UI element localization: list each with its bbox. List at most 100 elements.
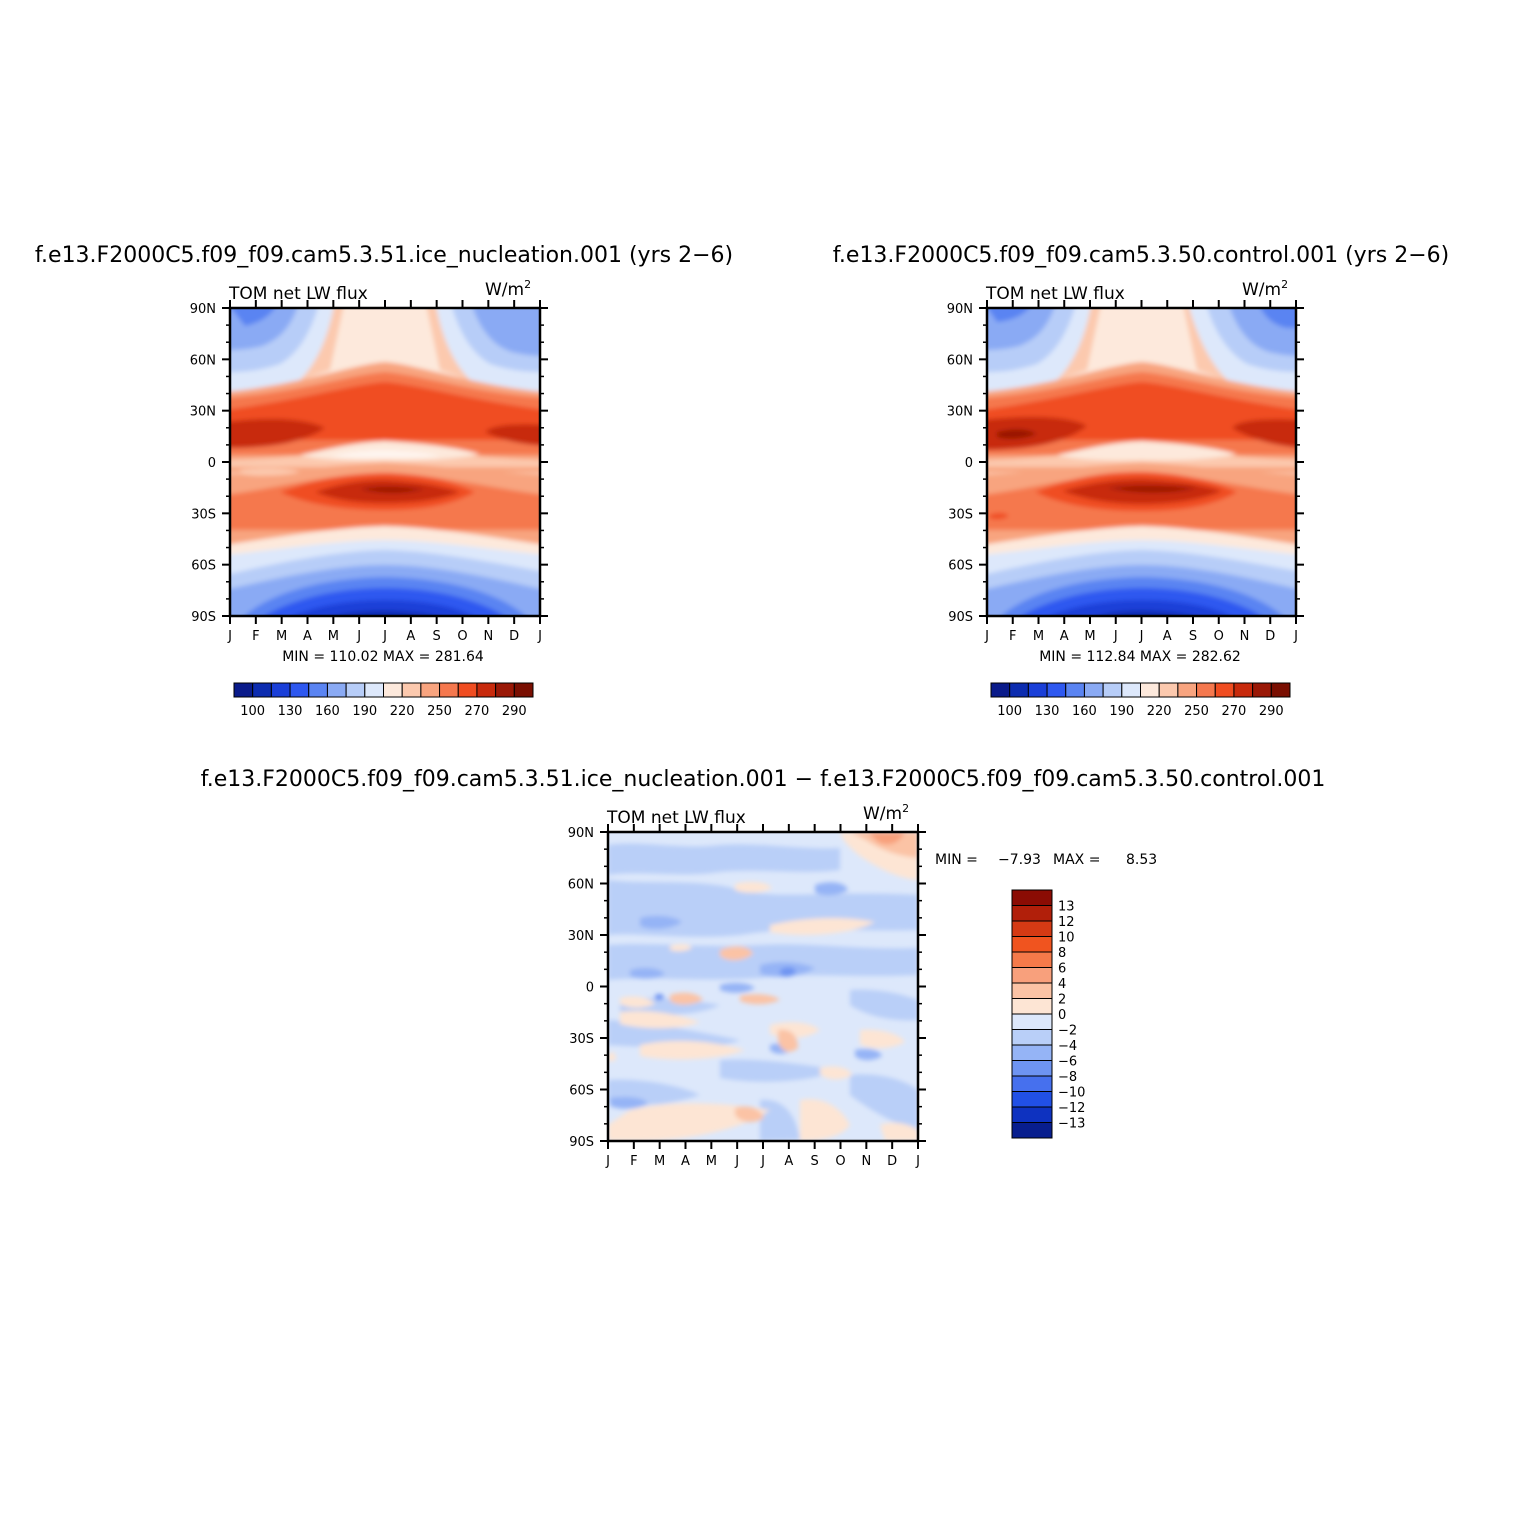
- x-tick-label: A: [784, 1154, 793, 1169]
- x-tick-label: D: [1265, 629, 1275, 644]
- x-tick-label: D: [509, 629, 519, 644]
- colorbar-swatch: [1270, 682, 1291, 698]
- panel-ctrl-title: f.e13.F2000C5.f09_f09.cam5.3.50.control.…: [833, 243, 1449, 268]
- colorbar-label: 220: [1147, 704, 1172, 719]
- panel-ice-field: [230, 308, 540, 616]
- colorbar-swatch: [1177, 682, 1198, 698]
- colorbar-swatch: [1158, 682, 1179, 698]
- x-tick-label: J: [382, 629, 387, 644]
- panel-ctrl-field: [987, 308, 1296, 616]
- y-tick-label: 90N: [190, 302, 216, 317]
- panel-diff: f.e13.F2000C5.f09_f09.cam5.3.51.ice_nucl…: [201, 767, 1326, 1169]
- colorbar-swatch: [1011, 1013, 1053, 1030]
- x-tick-label: M: [1084, 629, 1095, 644]
- colorbar-swatch: [1011, 920, 1053, 937]
- colorbar-swatch: [1011, 1075, 1053, 1092]
- colorbar-swatch: [1011, 1122, 1053, 1139]
- x-tick-label: S: [1189, 629, 1197, 644]
- colorbar-swatch: [476, 682, 497, 698]
- colorbar-swatch: [1011, 1106, 1053, 1123]
- x-tick-label: M: [654, 1154, 665, 1169]
- colorbar-label: 12: [1058, 915, 1075, 930]
- y-tick-label: 30N: [568, 929, 594, 944]
- panel-diff-max-value: 8.53: [1126, 852, 1157, 868]
- colorbar-label: −12: [1058, 1101, 1085, 1116]
- y-tick-label: 60S: [948, 559, 973, 574]
- y-tick-label: 0: [208, 456, 216, 471]
- panel-ice-minmax: MIN = 110.02 MAX = 281.64: [282, 649, 484, 665]
- colorbar-swatch: [252, 682, 272, 698]
- colorbar-label: 190: [352, 704, 377, 719]
- colorbar-label: −13: [1058, 1117, 1085, 1132]
- colorbar-swatch: [1196, 682, 1216, 698]
- x-tick-label: N: [1240, 629, 1250, 644]
- panel-diff-axes: J F M A M J J A S O N D J 90N 60N 30N 0 30S 60S 90S: [568, 824, 926, 1169]
- colorbar-label: 6: [1058, 962, 1066, 977]
- colorbar-swatch: [401, 682, 422, 698]
- y-tick-label: 60S: [569, 1084, 594, 1099]
- x-tick-label: J: [984, 629, 989, 644]
- colorbar-label: 160: [315, 704, 340, 719]
- x-tick-label: A: [1060, 629, 1069, 644]
- colorbar-swatch: [1046, 682, 1067, 698]
- x-tick-label: F: [252, 629, 259, 644]
- colorbar-label: 160: [1072, 704, 1097, 719]
- y-tick-label: 30N: [190, 405, 216, 420]
- x-tick-label: J: [605, 1154, 610, 1169]
- colorbar-swatch: [1011, 889, 1053, 906]
- x-tick-label: J: [915, 1154, 920, 1169]
- panel-ice-title: f.e13.F2000C5.f09_f09.cam5.3.51.ice_nucl…: [35, 243, 733, 268]
- x-tick-label: O: [835, 1154, 845, 1169]
- colorbar-swatch: [513, 682, 534, 698]
- colorbar-swatch: [1214, 682, 1235, 698]
- y-tick-label: 30S: [191, 507, 216, 522]
- panel-diff-title: f.e13.F2000C5.f09_f09.cam5.3.51.ice_nucl…: [201, 767, 1326, 792]
- colorbar-label: 250: [427, 704, 452, 719]
- colorbar-swatch: [1140, 682, 1160, 698]
- colorbar-swatch: [345, 682, 366, 698]
- y-tick-label: 30S: [948, 507, 973, 522]
- panel-ctrl-minmax: MIN = 112.84 MAX = 282.62: [1039, 649, 1241, 665]
- colorbar-swatch: [1011, 1029, 1053, 1046]
- colorbar-swatch: [308, 682, 328, 698]
- colorbar-label: 270: [1222, 704, 1247, 719]
- x-tick-label: M: [706, 1154, 717, 1169]
- x-tick-label: J: [356, 629, 361, 644]
- x-tick-label: M: [1033, 629, 1044, 644]
- colorbar-label: −2: [1058, 1024, 1077, 1039]
- colorbar-label: 100: [240, 704, 265, 719]
- colorbar-swatch: [326, 682, 347, 698]
- y-tick-label: 90S: [569, 1135, 594, 1150]
- panel-diff-min-value: −7.93: [998, 852, 1041, 868]
- colorbar-swatch: [1083, 682, 1104, 698]
- y-tick-label: 60N: [947, 353, 973, 368]
- x-tick-label: J: [1113, 629, 1118, 644]
- panel-ice-units: W/m2: [485, 278, 531, 300]
- colorbar-swatch: [270, 682, 291, 698]
- colorbar-swatch: [1011, 936, 1053, 953]
- x-tick-label: O: [457, 629, 467, 644]
- colorbar-swatch: [1065, 682, 1085, 698]
- colorbar-swatch: [1011, 905, 1053, 922]
- colorbar-swatch: [1102, 682, 1123, 698]
- y-tick-label: 90N: [947, 302, 973, 317]
- colorbar-swatch: [1011, 982, 1053, 999]
- colorbar-swatch: [1011, 951, 1053, 968]
- colorbar-label: 0: [1058, 1008, 1066, 1023]
- colorbar-label: 4: [1058, 977, 1066, 992]
- panel-diff-variable: TOM net LW flux: [606, 808, 746, 828]
- colorbar-swatch: [990, 682, 1011, 698]
- x-tick-label: J: [537, 629, 542, 644]
- colorbar-swatch: [1011, 1060, 1053, 1077]
- x-tick-label: J: [1139, 629, 1144, 644]
- x-tick-label: J: [760, 1154, 765, 1169]
- colorbar-label: 130: [278, 704, 303, 719]
- colorbar-swatch: [420, 682, 441, 698]
- x-tick-label: M: [276, 629, 287, 644]
- x-tick-label: N: [861, 1154, 871, 1169]
- colorbar-label: −8: [1058, 1070, 1077, 1085]
- x-tick-label: A: [1163, 629, 1172, 644]
